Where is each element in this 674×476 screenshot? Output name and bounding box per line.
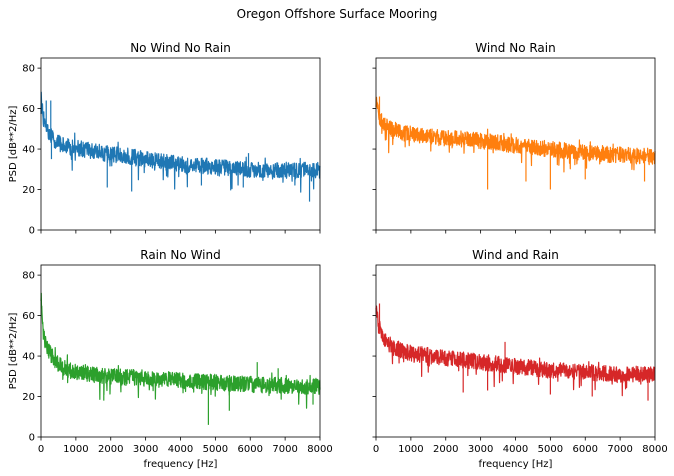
y-tick-label: 80 — [22, 271, 35, 282]
x-tick-label: 6000 — [238, 444, 263, 455]
y-tick-label: 0 — [29, 226, 35, 237]
y-axis-label: PSD [dB**2/Hz] — [8, 106, 19, 183]
subplot: 0 1000 2000 3000 4000 5000 6000 7000 8000 0 20 40 60… — [8, 248, 333, 470]
series-line — [40, 91, 321, 202]
x-tick-label: 8000 — [642, 444, 667, 455]
axes-frame — [40, 264, 321, 438]
subplot: 0 20 40 60 80 No Wind No Rain PSD [dB**2/Hz] — [8, 41, 321, 237]
subplot-title: No Wind No Rain — [130, 41, 231, 55]
x-tick-label: 8000 — [307, 444, 332, 455]
x-tick-label: 2000 — [433, 444, 458, 455]
x-tick-label: 5000 — [203, 444, 228, 455]
x-tick-label: 1000 — [63, 444, 88, 455]
series-line — [375, 96, 656, 190]
subplot-title: Rain No Wind — [140, 248, 220, 262]
x-tick-label: 0 — [373, 444, 379, 455]
x-tick-label: 7000 — [607, 444, 632, 455]
subplot-title: Wind and Rain — [472, 248, 559, 262]
series-line — [40, 292, 321, 425]
subplot: 0 1000 2000 3000 4000 5000 6000 7000 8000 Wind an… — [372, 248, 668, 470]
y-tick-label: 40 — [22, 145, 35, 156]
figure-suptitle: Oregon Offshore Surface Mooring — [237, 7, 438, 21]
y-tick-label: 80 — [22, 64, 35, 75]
x-tick-label: 4000 — [168, 444, 193, 455]
x-tick-label: 3000 — [468, 444, 493, 455]
y-tick-label: 0 — [29, 433, 35, 444]
subplot-title: Wind No Rain — [475, 41, 555, 55]
x-axis-label: frequency [Hz] — [479, 459, 553, 470]
x-tick-label: 6000 — [573, 444, 598, 455]
x-tick-label: 2000 — [98, 444, 123, 455]
y-tick-label: 40 — [22, 352, 35, 363]
y-tick-label: 60 — [22, 104, 35, 115]
y-tick-label: 20 — [22, 392, 35, 403]
x-tick-label: 4000 — [503, 444, 528, 455]
y-tick-label: 20 — [22, 185, 35, 196]
y-axis-label: PSD [dB**2/Hz] — [8, 313, 19, 390]
x-tick-label: 0 — [38, 444, 44, 455]
subplot-grid: 0 20 40 60 80 No Wind No Rain PSD [dB**2/Hz] Wi… — [8, 41, 668, 470]
subplot: Wind No Rain — [372, 41, 656, 234]
x-tick-label: 3000 — [133, 444, 158, 455]
x-tick-label: 1000 — [398, 444, 423, 455]
x-tick-label: 5000 — [538, 444, 563, 455]
series-line — [375, 303, 656, 401]
x-axis-label: frequency [Hz] — [144, 459, 218, 470]
y-tick-label: 60 — [22, 311, 35, 322]
x-tick-label: 7000 — [272, 444, 297, 455]
